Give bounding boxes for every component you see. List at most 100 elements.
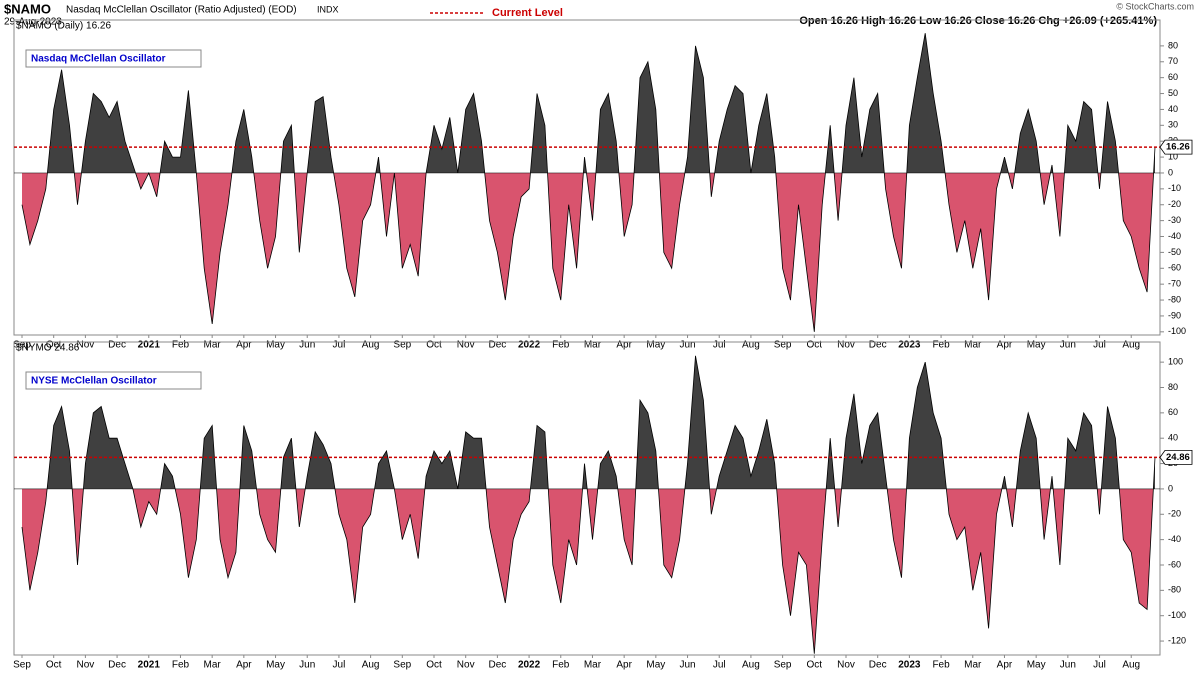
y-tick-label: -10 bbox=[1168, 183, 1181, 193]
x-tick-label: Jun bbox=[679, 660, 695, 671]
x-tick-label: Feb bbox=[172, 340, 190, 351]
panel-label: NYSE McClellan Oscillator bbox=[31, 376, 157, 387]
x-tick-label: Nov bbox=[457, 660, 475, 671]
x-tick-label: 2022 bbox=[518, 340, 541, 351]
quote: Open 16.26 High 16.26 Low 16.26 Close 16… bbox=[799, 15, 1157, 27]
y-tick-label: -30 bbox=[1168, 215, 1181, 225]
x-tick-label: Apr bbox=[236, 340, 252, 351]
x-tick-label: Mar bbox=[584, 340, 602, 351]
x-tick-label: Apr bbox=[236, 660, 252, 671]
y-tick-label: 60 bbox=[1168, 407, 1178, 417]
x-tick-label: 2021 bbox=[138, 660, 161, 671]
x-tick-label: Sep bbox=[13, 660, 31, 671]
oscillator-line bbox=[21, 33, 1156, 332]
x-tick-label: Jul bbox=[1093, 340, 1106, 351]
x-tick-label: Aug bbox=[1122, 660, 1140, 671]
y-tick-label: -70 bbox=[1168, 279, 1181, 289]
y-tick-label: 30 bbox=[1168, 120, 1178, 130]
y-tick-label: -20 bbox=[1168, 199, 1181, 209]
x-tick-label: Nov bbox=[76, 340, 94, 351]
y-tick-label: -50 bbox=[1168, 247, 1181, 257]
x-tick-label: Jun bbox=[299, 340, 315, 351]
plot-frame bbox=[13, 19, 1161, 336]
x-tick-label: 2022 bbox=[518, 660, 541, 671]
panel-label: Nasdaq McClellan Oscillator bbox=[31, 54, 166, 65]
x-tick-label: Apr bbox=[997, 660, 1013, 671]
y-tick-label: 40 bbox=[1168, 104, 1178, 114]
x-tick-label: Feb bbox=[552, 660, 570, 671]
legend-label: Current Level bbox=[492, 7, 563, 19]
x-tick-label: Aug bbox=[1122, 340, 1140, 351]
x-tick-label: May bbox=[646, 340, 665, 351]
x-tick-label: Sep bbox=[393, 660, 411, 671]
x-tick-label: Mar bbox=[204, 340, 222, 351]
x-tick-label: Aug bbox=[362, 660, 380, 671]
x-tick-label: Jun bbox=[679, 340, 695, 351]
y-tick-label: 0 bbox=[1168, 483, 1173, 493]
x-tick-label: Feb bbox=[552, 340, 570, 351]
x-tick-label: 2021 bbox=[138, 340, 161, 351]
description: Nasdaq McClellan Oscillator (Ratio Adjus… bbox=[66, 5, 297, 16]
x-tick-label: Aug bbox=[362, 340, 380, 351]
panel-title: $NYMO 24.86 bbox=[16, 343, 80, 354]
y-tick-label: 100 bbox=[1168, 357, 1183, 367]
x-tick-label: Jul bbox=[713, 340, 726, 351]
x-tick-label: Jul bbox=[713, 660, 726, 671]
x-tick-label: Dec bbox=[488, 340, 506, 351]
y-tick-label: -40 bbox=[1168, 534, 1181, 544]
x-tick-label: 2023 bbox=[898, 660, 921, 671]
x-tick-label: Oct bbox=[807, 340, 823, 351]
current-level-tag bbox=[1159, 139, 1193, 155]
x-tick-label: Nov bbox=[837, 340, 855, 351]
y-tick-label: 0 bbox=[1168, 167, 1173, 177]
y-tick-label: 10 bbox=[1168, 151, 1178, 161]
x-tick-label: Dec bbox=[108, 340, 126, 351]
y-tick-label: -100 bbox=[1168, 326, 1186, 336]
y-tick-label: 60 bbox=[1168, 72, 1178, 82]
symbol: $NAMO bbox=[4, 1, 51, 16]
y-tick-label: -100 bbox=[1168, 610, 1186, 620]
x-tick-label: Oct bbox=[46, 660, 62, 671]
x-tick-label: Mar bbox=[204, 660, 222, 671]
x-tick-label: Dec bbox=[488, 660, 506, 671]
date: 29-Aug-2023 bbox=[4, 17, 62, 28]
x-tick-label: Dec bbox=[869, 660, 887, 671]
x-tick-label: Sep bbox=[393, 340, 411, 351]
y-tick-label: 50 bbox=[1168, 88, 1178, 98]
x-tick-label: Apr bbox=[997, 340, 1013, 351]
x-tick-label: Sep bbox=[774, 340, 792, 351]
x-tick-label: Aug bbox=[742, 660, 760, 671]
x-tick-label: May bbox=[1027, 660, 1046, 671]
x-tick-label: Mar bbox=[584, 660, 602, 671]
x-tick-label: Apr bbox=[616, 340, 632, 351]
current-level-label: 24.86 bbox=[1166, 452, 1190, 463]
x-tick-label: May bbox=[1027, 340, 1046, 351]
x-tick-label: Dec bbox=[108, 660, 126, 671]
x-tick-label: May bbox=[646, 660, 665, 671]
x-tick-label: Jun bbox=[1060, 660, 1076, 671]
x-tick-label: Jul bbox=[333, 340, 346, 351]
x-tick-label: Jul bbox=[1093, 660, 1106, 671]
x-tick-label: May bbox=[266, 660, 285, 671]
x-tick-label: Oct bbox=[807, 660, 823, 671]
y-tick-label: 80 bbox=[1168, 40, 1178, 50]
x-tick-label: Oct bbox=[46, 340, 62, 351]
panel-label-box bbox=[25, 371, 202, 390]
y-tick-label: -20 bbox=[1168, 509, 1181, 519]
oscillator-line bbox=[21, 355, 1156, 654]
x-tick-label: Nov bbox=[837, 660, 855, 671]
y-tick-label: -80 bbox=[1168, 585, 1181, 595]
x-tick-label: Apr bbox=[616, 660, 632, 671]
x-tick-label: Mar bbox=[964, 660, 982, 671]
y-tick-label: 80 bbox=[1168, 382, 1178, 392]
x-tick-label: Feb bbox=[172, 660, 190, 671]
x-tick-label: Aug bbox=[742, 340, 760, 351]
panel-label-box bbox=[25, 49, 202, 68]
x-tick-label: Dec bbox=[869, 340, 887, 351]
current-level-label: 16.26 bbox=[1166, 142, 1190, 153]
x-tick-label: Jul bbox=[333, 660, 346, 671]
current-level-tag bbox=[1159, 450, 1193, 465]
x-tick-label: Nov bbox=[76, 660, 94, 671]
oscillator-area bbox=[22, 355, 1155, 654]
